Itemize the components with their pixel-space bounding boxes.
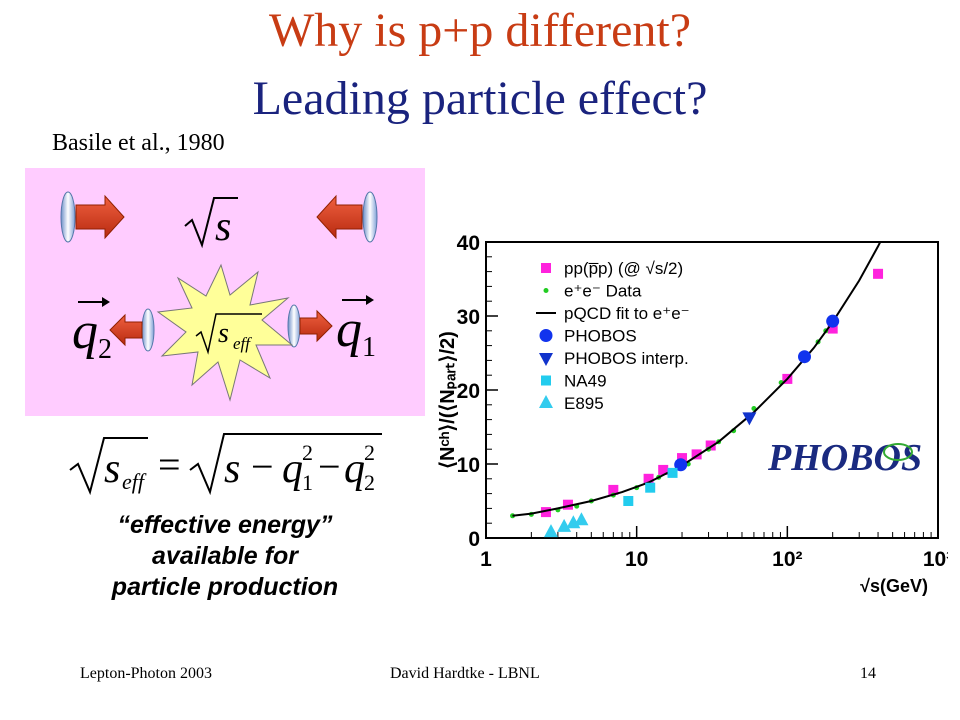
leading-particle-right (287, 304, 301, 348)
y-tick-label: 20 (457, 380, 480, 403)
y-tick-label: 30 (457, 306, 480, 329)
legend-marker (541, 263, 551, 273)
sqrt-s-label: s (215, 204, 231, 250)
equation-equals: = (158, 442, 181, 487)
caption-line: particle production (111, 573, 339, 601)
y-axis-label: ⟨Nᶜʰ⟩/(⟨Nₚₐᵣₜ⟩/2) (437, 331, 459, 469)
equation-q1-sub: 1 (302, 470, 313, 495)
legend-marker (543, 288, 549, 293)
arrow-left-icon (109, 313, 143, 347)
q2-subscript: 2 (98, 334, 112, 365)
y-tick-label: 10 (457, 454, 480, 477)
legend-label: PHOBOS interp. (564, 349, 689, 368)
legend-marker (539, 395, 553, 408)
x-tick-label: 10 (625, 548, 648, 571)
equation-q1-sup: 2 (302, 440, 313, 465)
data-point (557, 518, 572, 532)
x-tick-label: 10³ (923, 548, 948, 571)
legend-marker (541, 375, 551, 386)
x-tick-label: 1 (480, 548, 492, 571)
data-point (705, 440, 716, 451)
slide-subtitle: Leading particle effect? (252, 72, 708, 125)
logo-swoosh (883, 443, 913, 461)
equation-minus-1: − (251, 444, 274, 489)
q2-label: q (72, 303, 98, 360)
data-point (873, 268, 884, 279)
legend-marker (539, 329, 553, 342)
slide-title: Why is p+p different? (268, 4, 692, 57)
data-point (827, 323, 838, 334)
equation-q2-sup: 2 (364, 440, 375, 465)
leading-particle-left (141, 308, 155, 352)
arrow-right-icon (299, 309, 333, 343)
seff-label: s (218, 318, 229, 349)
data-point (826, 314, 840, 328)
data-point (562, 499, 573, 510)
beam-left-disk (60, 191, 76, 243)
energy-equation: s eff = s − q 2 1 − q 2 2 (69, 433, 382, 496)
x-axis-label: √s(GeV) (860, 576, 928, 596)
data-point (645, 482, 656, 493)
beam-right-disk (362, 191, 378, 243)
sqrt-symbol (69, 437, 148, 496)
arrow-left-icon (316, 194, 363, 240)
legend-label: E895 (564, 394, 604, 413)
footer-author: David Hardtke - LBNL (390, 665, 540, 682)
multiplicity-chart: 0 10 20 30 40 1 10 10² 10³ ⟨Nᶜʰ⟩/(⟨Nₚₐᵣₜ⟩/2) √s(Ge… (437, 232, 948, 596)
data-point (643, 473, 654, 484)
data-point (623, 496, 634, 506)
data-point (667, 467, 678, 478)
data-point (540, 507, 551, 518)
equation-lhs-s: s (104, 446, 120, 492)
legend-label: pQCD fit to e⁺e⁻ (564, 304, 690, 323)
legend-label: NA49 (564, 372, 607, 391)
vector-arrow-head (102, 297, 110, 307)
equation-q1: q (282, 446, 303, 492)
data-point (574, 512, 589, 526)
caption: “effective energy” available for particl… (40, 510, 410, 603)
equation-rhs-s: s (224, 446, 240, 492)
data-point (798, 350, 812, 364)
equation-q2: q (344, 446, 365, 492)
data-point (608, 484, 619, 495)
arrow-right-icon (75, 194, 125, 240)
equation-q2-sub: 2 (364, 470, 375, 495)
y-tick-label: 0 (468, 528, 480, 551)
data-point (691, 449, 702, 460)
q1-subscript: 1 (362, 332, 376, 363)
caption-line: available for (152, 542, 298, 570)
legend-label: PHOBOS (564, 327, 637, 346)
series-line (512, 242, 882, 517)
data-point (742, 412, 757, 426)
q1-label: q (336, 301, 362, 358)
citation: Basile et al., 1980 (52, 130, 225, 156)
data-point (543, 524, 558, 538)
seff-subscript: eff (233, 334, 252, 353)
y-tick-label: 40 (457, 232, 480, 255)
starburst-icon (156, 263, 294, 402)
legend-label: pp(p̅p) (@ √s/2) (564, 259, 683, 278)
footer-conference: Lepton-Photon 2003 (80, 665, 212, 682)
data-point (677, 453, 688, 464)
caption-line: “effective energy” (117, 511, 333, 539)
x-tick-label: 10² (772, 548, 802, 571)
sqrt-symbol (189, 433, 382, 496)
legend-label: e⁺e⁻ Data (564, 282, 642, 301)
legend-marker (539, 353, 553, 366)
sqrt-symbol (184, 197, 238, 249)
equation-minus-2: − (318, 444, 341, 489)
vector-arrow-head (366, 295, 374, 305)
plot-frame (485, 241, 939, 539)
equation-lhs-sub: eff (122, 469, 147, 494)
sqrt-symbol (195, 313, 262, 355)
data-point (658, 464, 669, 475)
page-number: 14 (860, 665, 876, 682)
